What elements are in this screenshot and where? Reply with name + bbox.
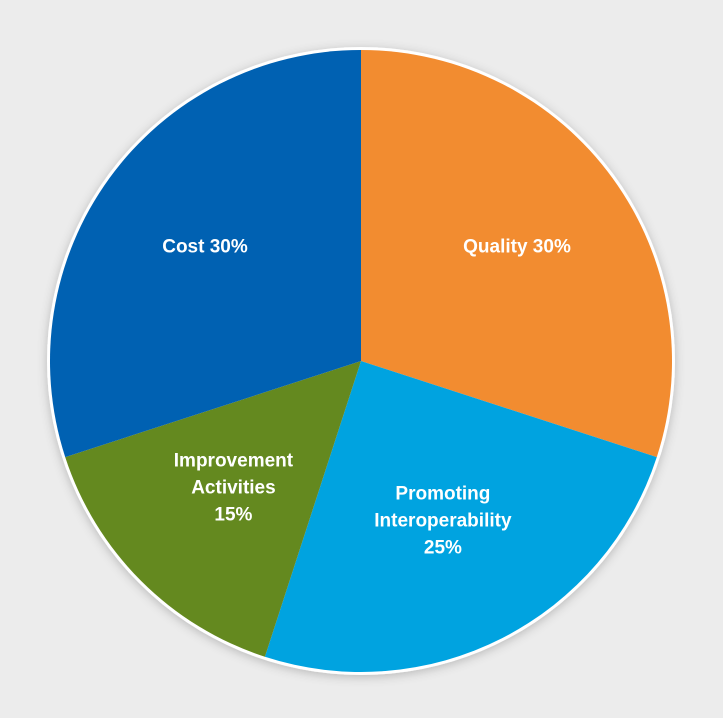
slice-label-cost: Cost 30%: [162, 237, 248, 258]
pie-slice-promoting-interoperability: [264, 361, 657, 672]
slice-label-line: Interoperability: [374, 511, 512, 532]
slice-label-line: Improvement: [174, 451, 294, 472]
pie-slices: [49, 50, 672, 672]
slice-label-quality: Quality 30%: [463, 237, 571, 258]
slice-label-line: Quality 30%: [463, 237, 571, 258]
slice-label-line: 15%: [214, 505, 252, 526]
pie-slice-improvement-activities: [65, 361, 361, 657]
slice-label-line: Promoting: [395, 484, 490, 505]
slice-label-line: Cost 30%: [162, 237, 248, 258]
slice-label-promoting-interoperability: Promoting Interoperability 25%: [374, 484, 512, 559]
slice-label-line: Activities: [191, 478, 275, 499]
slice-label-improvement-activities: Improvement Activities 15%: [174, 451, 294, 526]
slice-label-line: 25%: [424, 538, 462, 559]
pie-slice-quality: [361, 50, 672, 458]
pie-labels: Quality 30% Promoting Interoperability 25% I…: [162, 237, 571, 559]
pie-slice-cost: [49, 50, 362, 458]
